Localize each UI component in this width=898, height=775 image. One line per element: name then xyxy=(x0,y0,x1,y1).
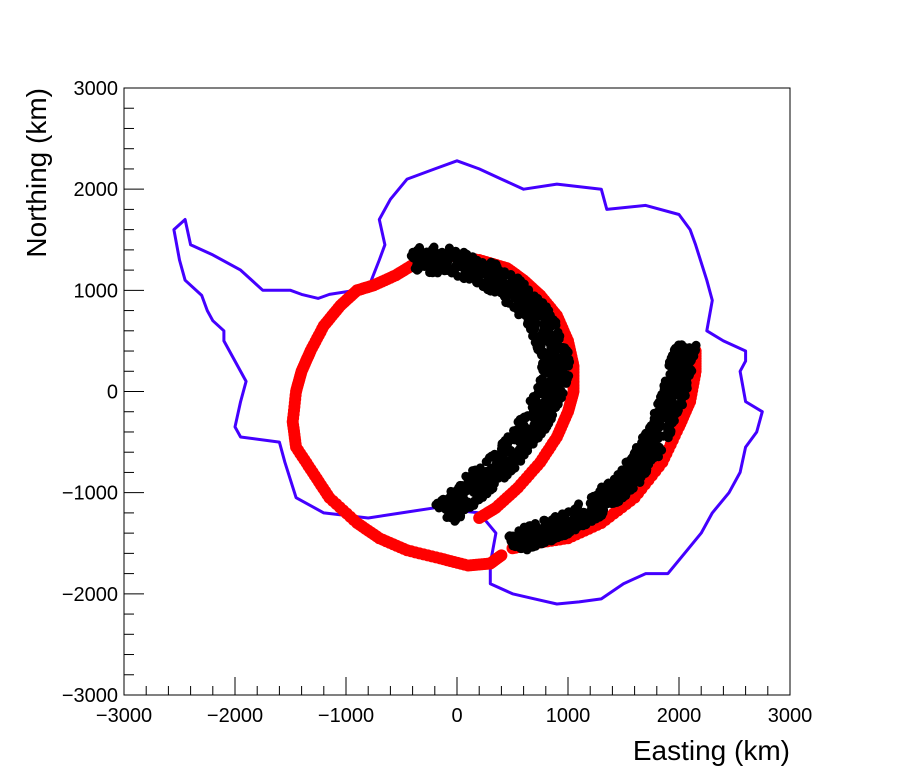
x-tick-label: 0 xyxy=(451,705,462,727)
y-tick-label: −3000 xyxy=(62,685,118,707)
black-point xyxy=(663,424,672,434)
red-point xyxy=(473,512,486,524)
x-tick-label: −1000 xyxy=(318,705,374,727)
black-point xyxy=(434,503,444,513)
tick-labels: −3000 −2000 −1000 0 1000 2000 3000 −3000 −2000 −1… xyxy=(62,78,812,727)
x-axis-label: Easting (km) xyxy=(633,735,790,766)
black-point xyxy=(504,532,514,542)
y-tick-label: −2000 xyxy=(62,584,118,606)
y-tick-label: 1000 xyxy=(74,280,119,302)
black-point xyxy=(451,515,461,525)
x-tick-label: −2000 xyxy=(207,705,263,727)
x-tick-label: 1000 xyxy=(546,705,591,727)
x-tick-label: −3000 xyxy=(96,705,152,727)
red-point xyxy=(495,549,508,562)
black-point xyxy=(530,324,540,333)
x-tick-label: 2000 xyxy=(657,705,702,727)
black-point xyxy=(429,242,439,252)
black-point xyxy=(537,362,547,372)
black-point xyxy=(475,271,485,281)
black-point xyxy=(460,259,470,269)
y-tick-label: 3000 xyxy=(74,78,119,100)
coastline-outline xyxy=(172,159,764,606)
black-point xyxy=(481,457,491,467)
y-tick-label: −1000 xyxy=(62,483,118,505)
black-point xyxy=(561,377,571,387)
y-tick-label: 2000 xyxy=(74,179,119,201)
y-axis-label: Northing (km) xyxy=(21,88,52,258)
black-point xyxy=(539,515,549,525)
x-tick-label: 3000 xyxy=(768,705,813,727)
black-point xyxy=(548,316,558,326)
black-point xyxy=(528,395,538,405)
black-point xyxy=(527,402,537,412)
y-tick-label: 0 xyxy=(107,382,118,404)
black-point xyxy=(613,470,623,479)
data-series xyxy=(172,159,764,606)
axis-ticks xyxy=(123,87,791,696)
black-point xyxy=(653,399,663,409)
black-point xyxy=(585,498,595,508)
black-point xyxy=(520,303,530,313)
